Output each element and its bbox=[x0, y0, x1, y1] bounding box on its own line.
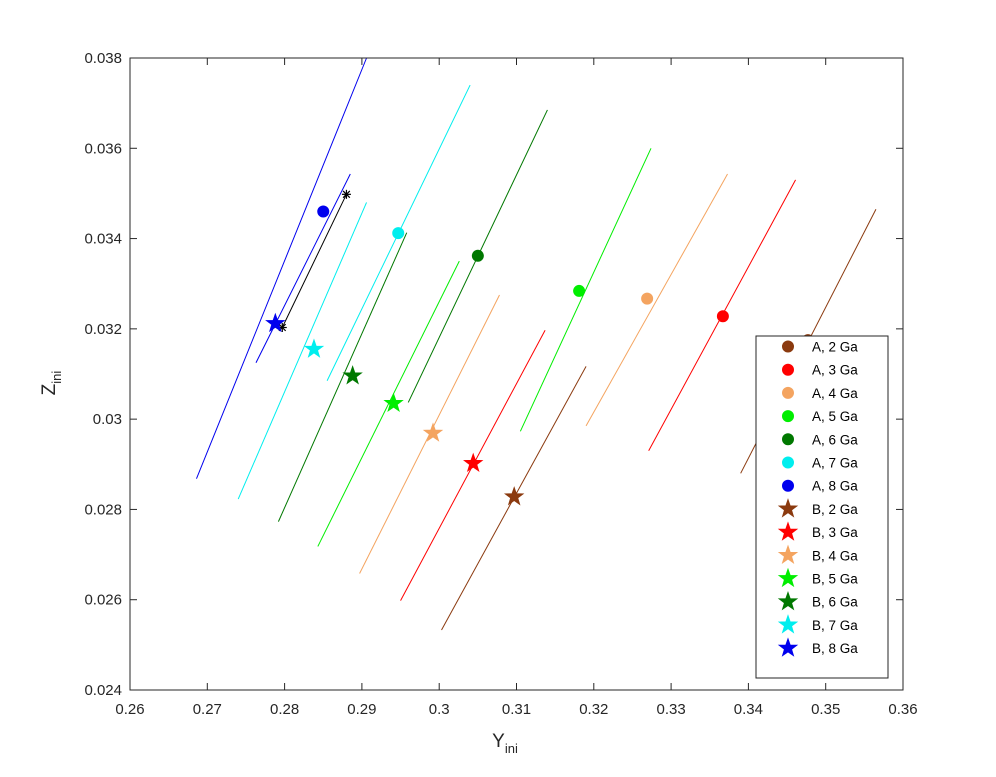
x-tick-label: 0.32 bbox=[579, 701, 608, 718]
legend-marker-8 bbox=[777, 498, 799, 518]
legend-marker-14 bbox=[777, 637, 799, 657]
data-point-b-3 bbox=[422, 422, 444, 442]
legend-marker-5 bbox=[782, 433, 794, 446]
series-line-13 bbox=[237, 202, 367, 500]
data-point-b-7 bbox=[265, 312, 286, 333]
legend-label-14: B, 8 Ga bbox=[812, 641, 858, 656]
x-axis-label: Yini bbox=[492, 731, 518, 756]
data-point-b-1 bbox=[503, 486, 525, 506]
extra-line bbox=[281, 194, 347, 328]
legend-label-6: A, 7 Ga bbox=[812, 456, 858, 471]
legend-marker-12 bbox=[777, 590, 799, 611]
x-tick-label: 0.29 bbox=[347, 701, 376, 718]
x-tick-label: 0.35 bbox=[811, 701, 840, 718]
legend-label-2: A, 3 Ga bbox=[812, 363, 858, 378]
series-line-12 bbox=[277, 232, 408, 522]
data-point-b-2 bbox=[463, 452, 484, 473]
data-point-b-6 bbox=[303, 338, 325, 358]
legend-label-7: A, 8 Ga bbox=[812, 479, 858, 494]
legend-label-9: B, 3 Ga bbox=[812, 525, 858, 540]
y-axis: 0.024 0.026 0.028 0.03 0.032 0.034 0.036 0.038 bbox=[84, 50, 903, 699]
series-line-3 bbox=[585, 173, 728, 427]
legend-marker-1 bbox=[782, 340, 794, 353]
data-point-b-4 bbox=[383, 392, 404, 413]
y-tick-label: 0.03 bbox=[93, 411, 122, 428]
y-tick-label: 0.038 bbox=[84, 50, 122, 67]
legend-label-12: B, 6 Ga bbox=[812, 595, 858, 610]
legend-label-10: B, 4 Ga bbox=[812, 548, 858, 563]
legend-label-3: A, 4 Ga bbox=[812, 386, 858, 401]
x-tick-label: 0.36 bbox=[888, 701, 917, 718]
extra-point-end bbox=[341, 189, 351, 199]
legend-label-1: A, 2 Ga bbox=[812, 340, 858, 355]
x-tick-label: 0.28 bbox=[270, 701, 299, 718]
x-tick-label: 0.27 bbox=[193, 701, 222, 718]
legend-label-5: A, 6 Ga bbox=[812, 432, 858, 447]
legend-marker-13 bbox=[777, 614, 799, 634]
y-tick-label: 0.028 bbox=[84, 501, 122, 518]
y-tick-label: 0.026 bbox=[84, 592, 122, 609]
x-axis: 0.26 0.27 0.28 0.29 0.3 0.31 0.32 0.33 0.34 0.35 0… bbox=[115, 58, 918, 718]
x-tick-label: 0.3 bbox=[429, 701, 450, 718]
data-point-a-7 bbox=[317, 205, 330, 218]
legend-marker-9 bbox=[777, 521, 799, 541]
legend-label-8: B, 2 Ga bbox=[812, 502, 858, 517]
data-point-a-4 bbox=[573, 284, 586, 297]
y-tick-label: 0.024 bbox=[84, 682, 122, 699]
data-point-a-5 bbox=[471, 249, 484, 262]
legend-label-11: B, 5 Ga bbox=[812, 572, 858, 587]
data-point-a-6 bbox=[392, 227, 405, 240]
data-point-a-2 bbox=[716, 310, 729, 323]
y-tick-label: 0.032 bbox=[84, 321, 122, 338]
series-line-14 bbox=[196, 57, 368, 479]
y-tick-label: 0.034 bbox=[84, 231, 122, 248]
series-line-7 bbox=[255, 173, 351, 363]
legend-marker-6 bbox=[782, 456, 794, 469]
legend-marker-7 bbox=[782, 479, 794, 492]
x-tick-label: 0.26 bbox=[115, 701, 144, 718]
legend-marker-4 bbox=[782, 410, 794, 423]
data-point-a-3 bbox=[641, 292, 654, 305]
y-axis-label: Zini bbox=[39, 371, 64, 396]
legend-marker-2 bbox=[782, 363, 794, 376]
legend: A, 2 Ga A, 3 Ga A, 4 Ga A, 5 Ga A, 6 Ga A, 7 … bbox=[755, 335, 889, 679]
x-tick-label: 0.34 bbox=[734, 701, 763, 718]
x-tick-label: 0.33 bbox=[656, 701, 685, 718]
legend-box bbox=[755, 335, 889, 679]
y-tick-label: 0.036 bbox=[84, 140, 122, 157]
x-tick-label: 0.31 bbox=[502, 701, 531, 718]
legend-label-13: B, 7 Ga bbox=[812, 618, 858, 633]
legend-marker-11 bbox=[777, 567, 799, 588]
series-line-4 bbox=[519, 148, 652, 432]
legend-label-4: A, 5 Ga bbox=[812, 409, 858, 424]
legend-marker-10 bbox=[777, 544, 799, 564]
legend-marker-3 bbox=[782, 386, 794, 399]
data-point-b-5 bbox=[342, 365, 363, 385]
